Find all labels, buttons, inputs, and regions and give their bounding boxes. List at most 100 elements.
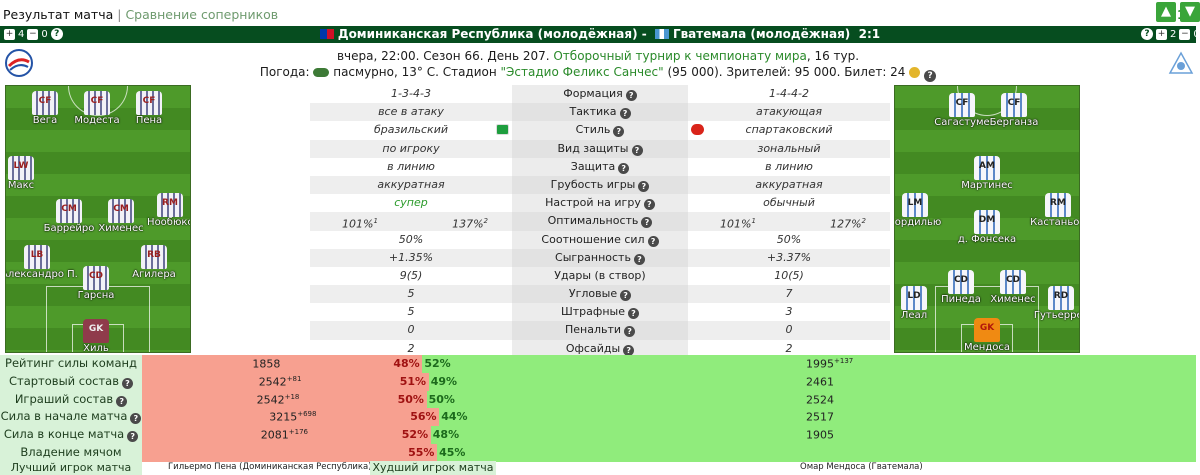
stadium-link[interactable]: "Эстадио Феликс Санчес" (500, 65, 664, 79)
match-header-bar: +4 −0 ? Доминиканская Республика (молодё… (0, 26, 1200, 43)
help-icon[interactable]: ? (1141, 28, 1153, 40)
comparison-bar: 55% 45% (142, 444, 1196, 462)
comparison-label: Сила в конце матча? (0, 426, 142, 444)
worst-player-label: Худший игрок матча (370, 461, 496, 475)
stat-row: в линию Защита? в линию (310, 157, 890, 176)
home-percent: 50% (397, 393, 424, 406)
comparison-bar: 2081+176 52% 48% 1905 (142, 426, 1196, 444)
help-icon[interactable]: ? (127, 431, 139, 442)
away-player[interactable]: CD Пинеда (925, 270, 997, 305)
home-player[interactable]: GK Хиль (60, 319, 132, 352)
penalty-area (935, 286, 1039, 352)
help-icon[interactable]: ? (122, 378, 133, 389)
comparison-bar: 1858 48% 52% 1995+137 (142, 355, 1196, 373)
home-share-bar (142, 391, 427, 409)
help-icon[interactable]: ? (643, 199, 655, 211)
home-player[interactable]: CF Модеста (61, 91, 133, 126)
away-player[interactable]: CF Сагастуме (926, 93, 998, 128)
tournament-logo-icon (4, 48, 34, 78)
attendance-text: (95 000). Зрителей: 95 000. Билет: 24 (663, 65, 906, 79)
away-player[interactable]: AM Мартинес (951, 156, 1023, 191)
comparison-row: Сила в начале матча? 3215+698 56% 44% 2517 (0, 408, 1196, 426)
help-icon[interactable]: ? (631, 144, 643, 156)
home-value: 1858 (252, 357, 281, 371)
help-icon[interactable]: ? (924, 70, 937, 82)
help-icon[interactable]: ? (623, 344, 635, 356)
tab-match-result[interactable]: Результат матча (3, 7, 114, 22)
comparison-row: Сила в конце матча? 2081+176 52% 48% 1905 (0, 426, 1196, 444)
home-player[interactable]: CD Гарсна (60, 266, 132, 301)
home-stat-a: 4 (18, 28, 25, 40)
worst-player-name[interactable]: Омар Мендоса (Гватемала) (800, 462, 923, 472)
home-player[interactable]: LB Александро П. (6, 245, 78, 280)
comparison-label: Играший состав? (0, 391, 142, 409)
help-icon[interactable]: ? (624, 326, 636, 338)
help-icon[interactable]: ? (620, 290, 632, 302)
away-player[interactable]: RMКастаньон (1022, 193, 1079, 228)
home-player[interactable]: RM Нообюкс (134, 193, 190, 228)
home-player[interactable]: RB Агилера (118, 245, 190, 280)
away-value: 2517 (806, 410, 834, 424)
comparison-label: Владение мячом (0, 444, 142, 462)
home-share-bar (142, 373, 429, 391)
help-icon[interactable]: ? (625, 90, 637, 101)
help-icon[interactable]: ? (647, 235, 659, 247)
home-player[interactable]: LW Макс (6, 156, 57, 191)
brazil-style-icon (496, 124, 509, 136)
thumbs-up-icon[interactable]: ▲ (1156, 2, 1176, 22)
help-icon[interactable]: ? (50, 28, 63, 40)
help-icon[interactable]: ? (641, 217, 653, 229)
minus-icon: − (27, 28, 39, 40)
away-player[interactable]: GK Мендоса (951, 318, 1023, 352)
away-stat-a: 2 (1170, 28, 1177, 40)
thumbs-down-icon[interactable]: ▼ (1180, 2, 1200, 22)
help-icon[interactable]: ? (116, 396, 128, 407)
away-percent: 50% (428, 393, 455, 406)
home-flag-icon (319, 29, 334, 39)
stat-row: 101%1 137%2 Оптимальность? 101%1 127%2 (310, 212, 890, 231)
home-player[interactable]: CM Баррейро (33, 199, 105, 234)
tab-compare-opponents[interactable]: Сравнение соперников (125, 7, 279, 22)
away-player[interactable]: CD Хименес (977, 270, 1049, 305)
home-player[interactable]: CM Хименес (85, 199, 157, 234)
help-icon[interactable]: ? (627, 308, 639, 320)
away-percent: 48% (432, 428, 460, 441)
stat-row: +1.35% Сыгранность? +3.37% (310, 248, 890, 267)
home-share-bar (142, 408, 440, 426)
help-icon[interactable]: ? (130, 413, 142, 424)
away-player[interactable]: DM д. Фонсека (951, 210, 1023, 245)
away-player[interactable]: LD Леал (895, 286, 950, 321)
comparison-row: Владение мячом 55% 45% (0, 444, 1196, 462)
stat-row: 2 Офсайды? 2 (310, 339, 890, 358)
tournament-link[interactable]: Отборочный турнир к чемпионату мира (553, 49, 807, 63)
help-icon[interactable]: ? (619, 108, 631, 120)
home-player[interactable]: CF Пена (113, 91, 185, 126)
away-player[interactable]: CF Берганза (978, 93, 1050, 128)
help-icon[interactable]: ? (638, 180, 650, 192)
home-value: 3215+698 (269, 410, 317, 424)
help-icon[interactable]: ? (633, 253, 645, 265)
home-percent: 51% (399, 375, 427, 388)
stats-table: 1-3-4-3 Формация? 1-4-4-2 все в атаку Такти… (310, 85, 890, 358)
stat-row: аккуратная Грубость игры? аккуратная (310, 175, 890, 195)
home-team[interactable]: Доминиканская Республика (молодёжная) (337, 27, 638, 41)
match-info-line2: Погода: пасмурно, 13° С. Стадион "Эстади… (0, 65, 1196, 82)
weather-text: пасмурно, 13° С. Стадион (329, 65, 501, 79)
away-player[interactable]: LMГордилью (895, 193, 951, 228)
away-percent: 44% (441, 410, 468, 423)
home-value: 2542+81 (258, 375, 302, 389)
tabs: Результат матча | Сравнение соперников (3, 7, 278, 22)
comparison-bar: 2542+18 50% 50% 2524 (142, 391, 1196, 409)
home-player[interactable]: CF Вега (9, 91, 81, 126)
comparison-label: Стартовый состав? (0, 373, 142, 391)
tab-separator: | (117, 7, 122, 22)
match-info-line1: вчера, 22:00. Сезон 66. День 207. Отборо… (0, 49, 1196, 63)
away-player[interactable]: RDГутьеррес (1025, 286, 1079, 321)
help-icon[interactable]: ? (613, 126, 625, 138)
best-player-name[interactable]: Гильермо Пена (Доминиканская Республика) (168, 462, 372, 472)
help-icon[interactable]: ? (618, 162, 630, 174)
home-share-bar (142, 355, 423, 373)
away-team[interactable]: Гватемала (молодёжная) (672, 27, 851, 41)
home-percent: 52% (401, 428, 429, 441)
cloud-icon (313, 68, 330, 77)
